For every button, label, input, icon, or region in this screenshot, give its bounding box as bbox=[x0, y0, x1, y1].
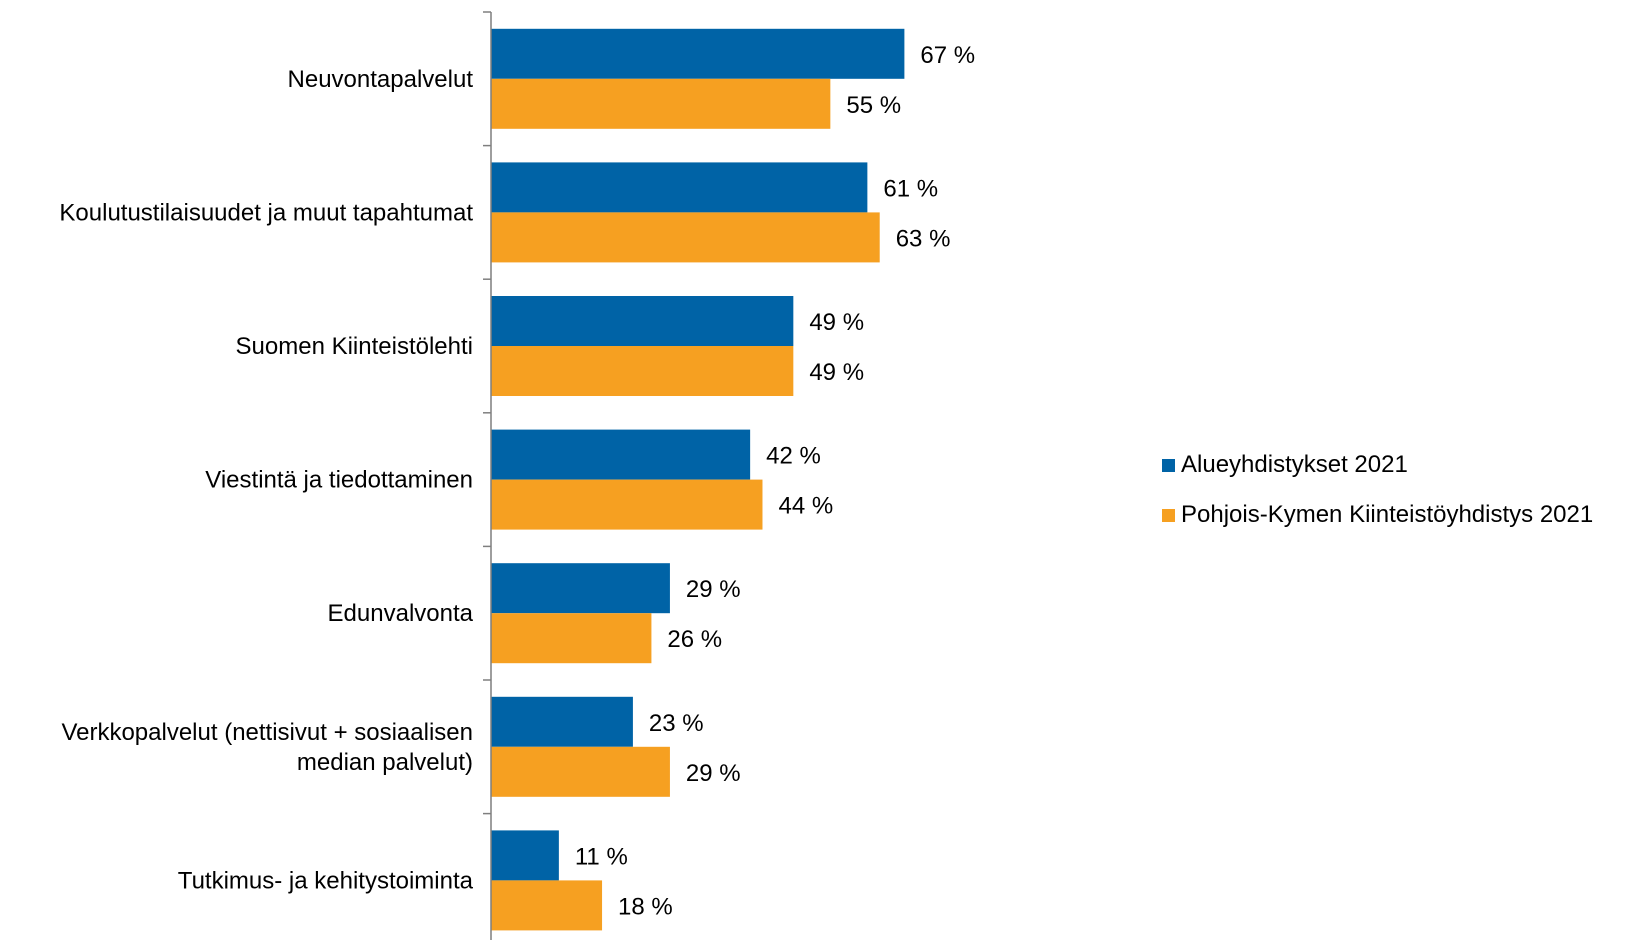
data-label-2-7: 18 % bbox=[618, 893, 673, 920]
legend-label-series-2: Pohjois-Kymen Kiinteistöyhdistys 2021 bbox=[1181, 501, 1594, 528]
data-label-1-4: 42 % bbox=[766, 443, 821, 470]
category-label-1: Neuvontapalvelut bbox=[288, 66, 474, 93]
data-label-1-1: 67 % bbox=[920, 42, 975, 69]
bar-2-3 bbox=[491, 346, 794, 396]
chart-legend: Alueyhdistykset 2021 Pohjois-Kymen Kiint… bbox=[1162, 440, 1593, 540]
data-label-2-2: 63 % bbox=[896, 225, 951, 252]
data-label-2-5: 26 % bbox=[667, 626, 722, 653]
category-label-line: Edunvalvonta bbox=[328, 600, 474, 627]
bar-1-3 bbox=[491, 296, 794, 346]
category-label-line: Neuvontapalvelut bbox=[288, 66, 474, 93]
bar-1-5 bbox=[491, 563, 670, 614]
category-label-3: Suomen Kiinteistölehti bbox=[236, 333, 473, 360]
bar-2-2 bbox=[491, 212, 880, 263]
category-label-7: Tutkimus- ja kehitystoiminta bbox=[178, 867, 474, 894]
bar-1-6 bbox=[491, 696, 633, 747]
data-label-1-2: 61 % bbox=[883, 175, 938, 202]
data-label-2-6: 29 % bbox=[686, 760, 741, 787]
data-label-2-4: 44 % bbox=[778, 493, 833, 520]
bar-1-7 bbox=[491, 830, 559, 881]
legend-item-series-1: Alueyhdistykset 2021 bbox=[1162, 440, 1593, 490]
category-label-line: Tutkimus- ja kehitystoiminta bbox=[178, 867, 474, 894]
category-label-2: Koulutustilaisuudet ja muut tapahtumat bbox=[59, 199, 473, 226]
category-label-line: Viestintä ja tiedottaminen bbox=[205, 467, 473, 494]
legend-swatch-series-2 bbox=[1162, 508, 1175, 522]
bar-2-1 bbox=[491, 78, 831, 129]
bar-1-4 bbox=[491, 429, 751, 480]
legend-label-series-1: Alueyhdistykset 2021 bbox=[1181, 451, 1408, 478]
bar-2-5 bbox=[491, 613, 652, 664]
category-label-4: Viestintä ja tiedottaminen bbox=[205, 467, 473, 494]
bar-2-4 bbox=[491, 479, 763, 530]
category-label-6: Verkkopalvelut (nettisivut + sosiaalisen… bbox=[61, 719, 473, 776]
bar-1-1 bbox=[491, 28, 905, 79]
data-label-1-3: 49 % bbox=[809, 309, 864, 336]
category-label-line: Verkkopalvelut (nettisivut + sosiaalisen bbox=[61, 719, 473, 746]
bar-2-6 bbox=[491, 746, 670, 797]
category-label-line: median palvelut) bbox=[297, 749, 473, 776]
bar-2-7 bbox=[491, 880, 603, 931]
category-label-line: Suomen Kiinteistölehti bbox=[236, 333, 473, 360]
data-label-2-1: 55 % bbox=[846, 92, 901, 119]
data-label-1-7: 11 % bbox=[575, 843, 628, 870]
legend-item-series-2: Pohjois-Kymen Kiinteistöyhdistys 2021 bbox=[1162, 490, 1593, 540]
bar-1-2 bbox=[491, 162, 868, 213]
category-label-5: Edunvalvonta bbox=[328, 600, 474, 627]
data-label-1-6: 23 % bbox=[649, 710, 704, 737]
legend-swatch-series-1 bbox=[1162, 458, 1175, 472]
data-label-1-5: 29 % bbox=[686, 576, 741, 603]
data-label-2-3: 49 % bbox=[809, 359, 864, 386]
category-label-line: Koulutustilaisuudet ja muut tapahtumat bbox=[59, 199, 473, 226]
